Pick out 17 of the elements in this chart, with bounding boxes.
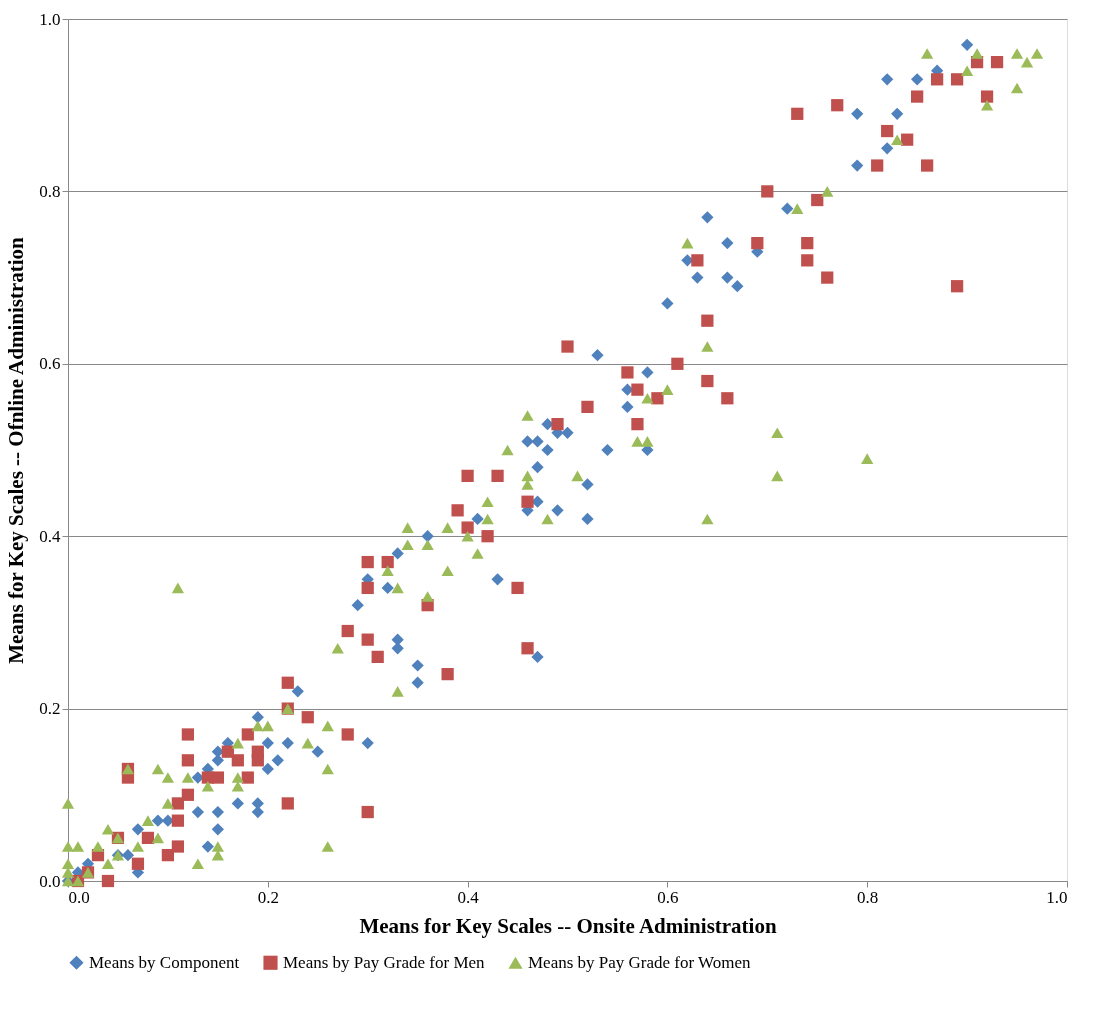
x-tick-label: 0.2 (257, 887, 279, 907)
y-tick-label: 0.4 (39, 526, 61, 546)
x-axis-title: Means for Key Scales -- Onsite Administration (359, 913, 777, 938)
y-tick-label: 0.2 (39, 699, 61, 719)
y-tick-label: 0.0 (39, 871, 61, 891)
legend-label: Means by Pay Grade for Men (283, 952, 486, 972)
x-tick-label: 0.4 (457, 887, 480, 907)
legend-label: Means by Component (89, 952, 240, 972)
y-tick-label: 1.0 (39, 9, 61, 29)
y-tick-label: 0.8 (39, 181, 61, 201)
y-axis-title: Means for Key Scales -- Ofnline Administration (4, 236, 29, 664)
x-tick-label: 1.0 (1046, 887, 1068, 907)
x-tick-label: 0.8 (857, 887, 879, 907)
x-tick-label: 0.0 (68, 887, 90, 907)
x-tick-label: 0.6 (657, 887, 679, 907)
y-tick-label: 0.6 (39, 354, 61, 374)
legend-label: Means by Pay Grade for Women (528, 952, 752, 972)
